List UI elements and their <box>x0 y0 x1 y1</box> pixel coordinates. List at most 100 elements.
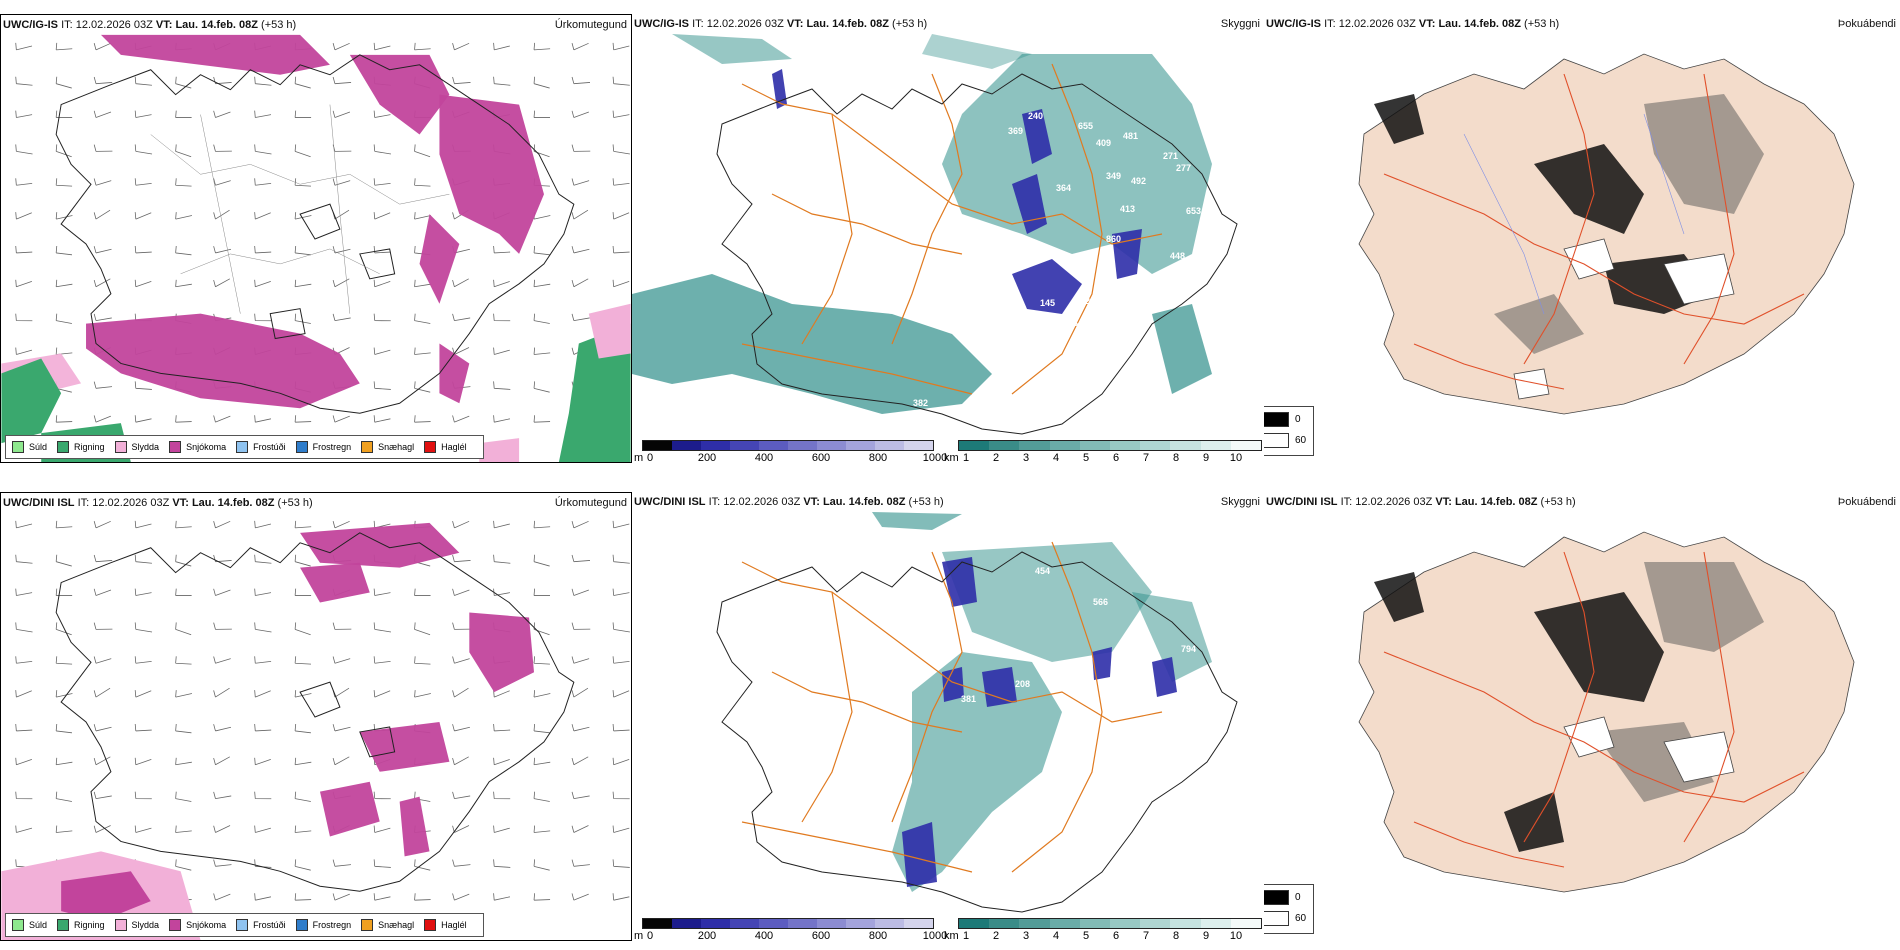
wind-barb <box>213 110 231 118</box>
legend-label: Slydda <box>131 442 160 452</box>
wind-barb <box>213 622 232 630</box>
wind-barb <box>493 859 511 868</box>
wind-barb <box>533 279 551 288</box>
legend-label: Haglél <box>441 442 467 452</box>
visibility-labels: 454 566 285 405 794 381 208 357 274 108 997 <box>938 566 1196 904</box>
wind-barb <box>55 42 73 51</box>
legend-black-swatch <box>1264 412 1289 427</box>
panel-header: UWC/IG-IS IT: 12.02.2026 03Z VT: Lau. 14… <box>3 19 627 31</box>
legend-label: Súld <box>29 442 48 452</box>
wind-barb <box>254 313 272 322</box>
wind-barb <box>93 756 111 766</box>
fog-legend: 0 60 <box>1264 406 1314 456</box>
visibility-label: 405 <box>1113 666 1128 676</box>
colorbar-tick: 4 <box>1052 930 1060 941</box>
legend-item: Frostregn <box>295 919 351 931</box>
wind-barb <box>612 76 630 86</box>
wind-barb <box>294 588 312 596</box>
wind-barb <box>15 279 32 288</box>
wind-barb <box>254 110 272 118</box>
forecast-offset: (+53 h) <box>892 18 928 30</box>
wind-barb <box>571 246 590 254</box>
wind-barb <box>414 279 431 288</box>
wind-barb <box>332 756 350 766</box>
colorbar-segment <box>1110 441 1141 450</box>
wind-barb <box>93 278 111 288</box>
wind-barb <box>373 622 392 633</box>
fog-legend-max: 60 <box>1295 913 1307 924</box>
wind-barb <box>294 313 311 324</box>
wind-barb <box>294 245 311 256</box>
colorbar-tick: 400 <box>754 452 774 463</box>
visibility-label: 794 <box>1181 644 1196 654</box>
wind-barb <box>452 687 469 698</box>
wind-barb <box>175 520 192 529</box>
wind-barb <box>612 690 630 698</box>
wind-barb <box>213 825 231 833</box>
legend-item: Rigning <box>57 441 105 453</box>
wind-barb <box>493 313 511 322</box>
wind-barb <box>493 893 510 901</box>
coastline <box>55 54 575 414</box>
wind-barb <box>93 209 111 220</box>
wind-barb <box>134 520 152 529</box>
colorbar-unit: km <box>944 452 959 463</box>
panel-header: UWC/IG-IS IT: 12.02.2026 03Z VT: Lau. 14… <box>1266 18 1896 30</box>
colorbar-segment <box>788 919 817 928</box>
wind-barb <box>55 279 73 288</box>
wind-barb <box>254 415 272 423</box>
colorbar-segment <box>759 919 788 928</box>
wind-barb <box>254 757 271 766</box>
visibility-map: 369 240 655 481 409 271 277 349 492 364 413 653 860 4… <box>632 34 1238 435</box>
wind-barb <box>373 690 391 698</box>
legend-label: Haglél <box>441 920 467 930</box>
colorbar-segment <box>817 919 846 928</box>
wind-barb <box>93 656 112 664</box>
colorbar-segment <box>959 919 990 928</box>
colorbar-tick: 4 <box>1052 452 1060 463</box>
wind-barb <box>373 313 391 322</box>
panel-title: Úrkomutegund <box>554 19 627 31</box>
wind-barb <box>213 554 232 563</box>
wind-barb <box>452 859 471 867</box>
wind-barb <box>15 245 33 254</box>
panel-title: Skyggni <box>1220 18 1260 30</box>
colorbar-segment <box>1230 441 1262 450</box>
wind-barb <box>571 859 590 867</box>
colorbar-segment <box>1079 919 1111 928</box>
wind-barb <box>294 893 312 901</box>
wind-barb <box>254 893 272 901</box>
visibility-labels: 369 240 655 481 409 271 277 349 492 364 413 653 860 4… <box>913 111 1201 408</box>
wind-barb <box>414 381 431 393</box>
wind-barb <box>254 825 271 833</box>
wind-barb <box>533 791 550 802</box>
wind-barb <box>332 656 351 664</box>
wind-barb <box>55 212 73 220</box>
wind-barb <box>93 622 113 630</box>
visibility-label: 409 <box>1096 138 1111 148</box>
wind-barb <box>175 622 192 636</box>
colorbar-tick: 400 <box>754 930 774 941</box>
precip-type-map <box>1 34 631 462</box>
wind-barb <box>254 212 271 220</box>
wind-barb <box>533 313 550 324</box>
colorbar-tick: 8 <box>1172 930 1180 941</box>
wind-barb <box>612 791 630 800</box>
wind-barb <box>493 723 511 732</box>
wind-barb <box>55 622 72 636</box>
wind-barb <box>571 724 590 732</box>
wind-barb <box>294 144 311 158</box>
legend-item: Slydda <box>114 919 159 931</box>
visibility-label: 349 <box>1106 171 1121 181</box>
init-time: 12.02.2026 03Z <box>706 18 784 30</box>
legend-label: Rigning <box>74 920 105 930</box>
colorbar-tick: 10 <box>1229 930 1243 941</box>
visibility-panel-2: UWC/DINI ISL IT: 12.02.2026 03Z VT: Lau.… <box>632 492 1264 941</box>
wind-barb <box>493 825 510 833</box>
colorbar-segment <box>701 441 730 450</box>
wind-barb <box>533 76 550 89</box>
wind-barb <box>213 724 232 732</box>
wind-barb <box>414 588 431 596</box>
wind-barb <box>134 110 152 118</box>
wind-barb <box>452 554 471 563</box>
